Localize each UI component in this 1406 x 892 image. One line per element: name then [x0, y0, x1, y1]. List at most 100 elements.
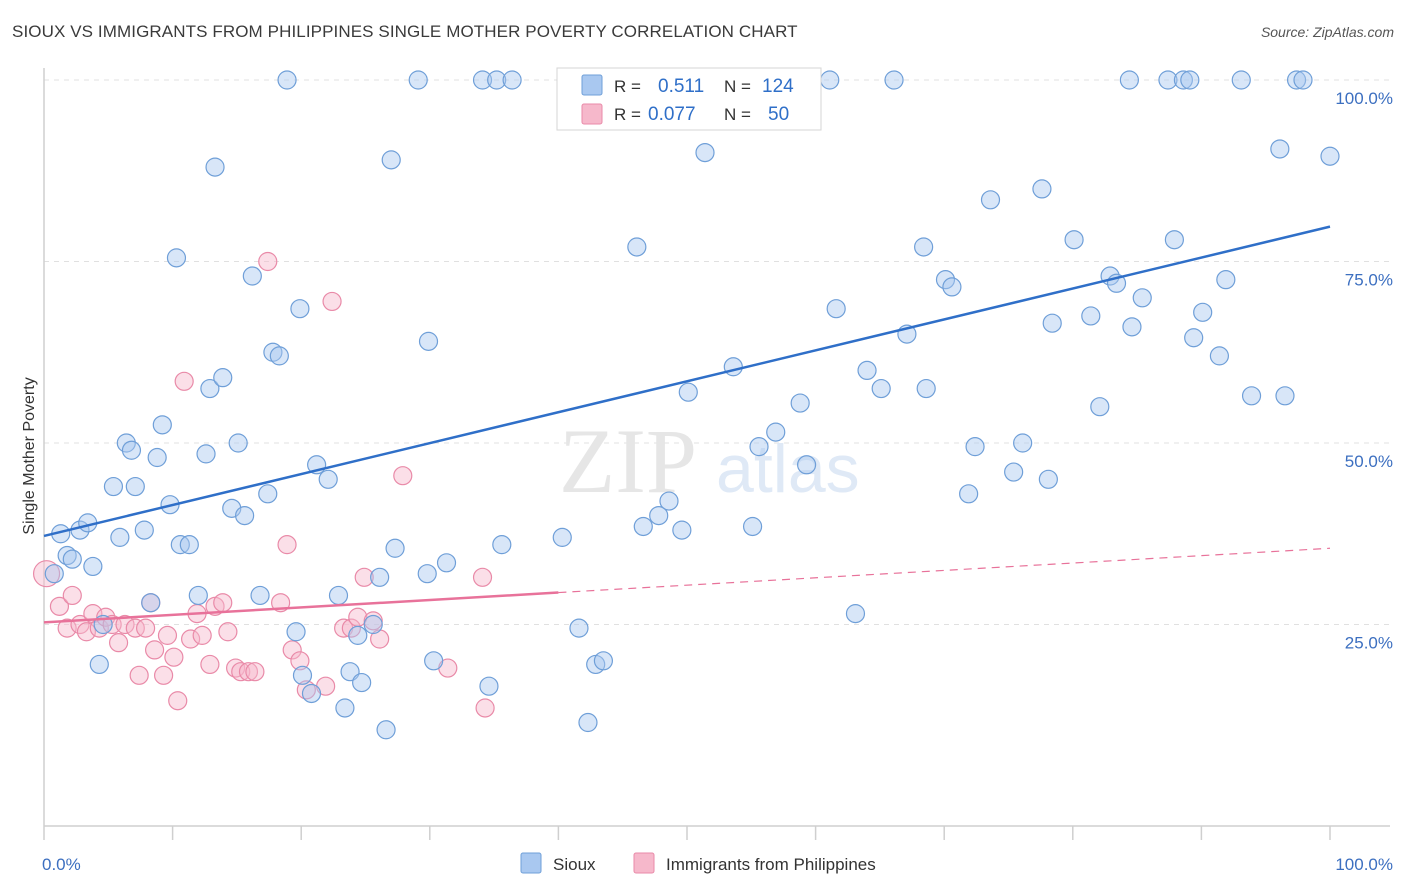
legend-r-value-1: 0.511: [658, 76, 704, 97]
sioux-points: [44, 70, 1340, 740]
sioux-point: [141, 593, 161, 613]
sioux-point: [479, 676, 499, 696]
sioux-point: [649, 505, 669, 526]
sioux-point: [228, 433, 248, 453]
legend-r-label-2: R =: [614, 105, 641, 124]
philippines-point: [174, 371, 194, 391]
sioux-point: [134, 520, 154, 540]
sioux-point: [290, 299, 310, 319]
sioux-point: [914, 237, 934, 257]
sioux-point: [381, 150, 401, 170]
sioux-point: [1293, 70, 1313, 90]
sioux-point: [103, 476, 124, 497]
y-tick-label: 75.0%: [1345, 271, 1393, 290]
x-tick-label-100: 100.0%: [1335, 855, 1393, 874]
sioux-point: [749, 437, 769, 457]
sioux-point: [352, 672, 372, 693]
sioux-point: [1193, 302, 1213, 322]
philippines-trend-extension: [558, 547, 1331, 594]
philippines-point: [115, 614, 135, 635]
sioux-point: [1270, 139, 1290, 159]
sioux-point: [1231, 70, 1251, 90]
philippines-point: [258, 251, 278, 272]
sioux-point: [147, 447, 167, 468]
sioux-point: [627, 237, 647, 257]
sioux-point: [487, 70, 507, 90]
philippines-point: [472, 567, 493, 587]
sioux-point: [418, 331, 439, 351]
sioux-point: [1275, 386, 1295, 406]
sioux-point: [1090, 397, 1110, 417]
legend-r-value-2: 0.077: [648, 104, 696, 125]
sioux-point: [1038, 469, 1058, 489]
philippines-point: [200, 654, 220, 675]
legend-r-label-1: R =: [614, 77, 641, 96]
legend-n-value-1: 124: [762, 76, 794, 97]
sioux-point: [959, 484, 979, 504]
philippines-point: [322, 291, 342, 312]
sioux-point: [205, 157, 225, 177]
sioux-swatch: [581, 74, 603, 96]
bottom-philippines-swatch: [633, 852, 655, 874]
philippines-point: [153, 665, 174, 685]
philippines-point: [62, 585, 82, 606]
philippines-point: [213, 593, 233, 613]
sioux-point: [277, 70, 297, 90]
philippines-swatch: [581, 103, 603, 125]
bottom-sioux-swatch: [520, 852, 542, 874]
philippines-point: [238, 662, 259, 682]
sioux-point: [83, 556, 103, 577]
sioux-point: [1132, 288, 1152, 308]
philippines-point: [164, 647, 184, 667]
philippines-point: [157, 625, 178, 645]
y-tick-label: 50.0%: [1345, 452, 1393, 471]
sioux-point: [62, 549, 82, 569]
sioux-point: [196, 444, 216, 464]
sioux-point: [1320, 146, 1340, 166]
philippines-point: [393, 466, 413, 486]
sioux-point: [328, 585, 349, 606]
sioux-point: [235, 505, 255, 526]
legend-n-label-2: N =: [724, 105, 751, 124]
philippines-point: [296, 680, 316, 700]
sioux-point: [1013, 433, 1033, 453]
philippines-point: [282, 640, 302, 660]
sioux-point: [57, 545, 77, 566]
sioux-point: [1004, 462, 1024, 482]
sioux-point: [916, 378, 936, 399]
watermark-atlas: atlas: [716, 431, 860, 507]
sioux-point: [826, 299, 846, 319]
sioux-point: [301, 683, 322, 704]
sioux-point: [166, 248, 187, 268]
philippines-point: [354, 567, 374, 587]
philippines-point: [108, 633, 129, 653]
sioux-point: [552, 527, 572, 547]
sioux-point: [1032, 179, 1052, 199]
axes: [43, 68, 1390, 840]
sioux-point: [980, 190, 1001, 210]
sioux-point: [1042, 313, 1062, 333]
sioux-point: [376, 720, 396, 740]
y-axis-label: Single Mother Poverty: [21, 377, 38, 534]
sioux-point: [125, 476, 145, 497]
sioux-point: [286, 622, 306, 642]
sioux-point: [1081, 306, 1101, 326]
sioux-point: [790, 393, 810, 413]
sioux-point: [845, 604, 866, 624]
legend-n-label-1: N =: [724, 77, 751, 96]
sioux-point: [436, 553, 457, 573]
philippines-point: [341, 618, 361, 638]
sioux-trend-line: [43, 225, 1331, 538]
sioux-point: [363, 614, 383, 635]
philippines-point: [218, 622, 238, 642]
sioux-point: [200, 378, 220, 399]
sioux-point: [408, 70, 428, 90]
sioux-point: [263, 342, 283, 362]
sioux-point: [1173, 70, 1193, 90]
sioux-point: [857, 360, 877, 380]
sioux-point: [672, 520, 692, 540]
sioux-point: [766, 422, 786, 442]
sioux-point: [213, 368, 233, 388]
sioux-point: [335, 698, 355, 718]
legend-n-value-2: 50: [768, 104, 789, 125]
